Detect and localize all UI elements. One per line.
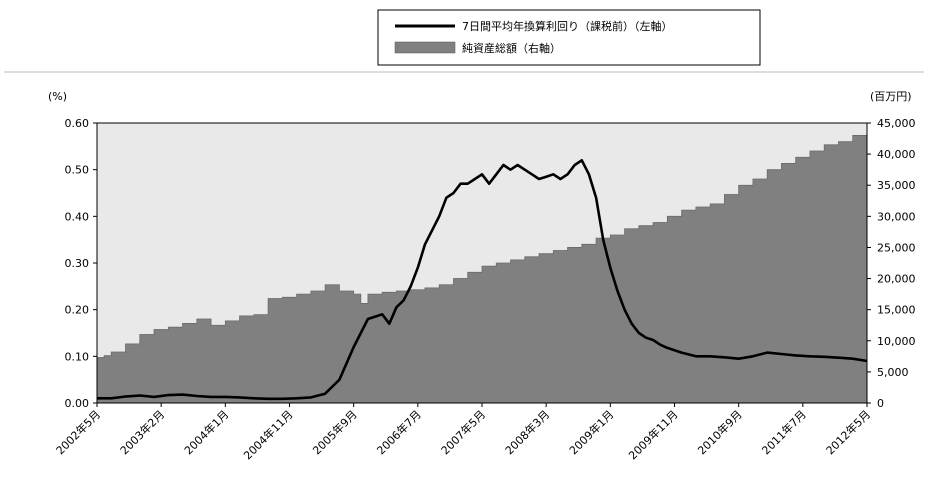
x-tick-label: 2006年7月 <box>374 407 424 457</box>
x-tick-label: 2003年2月 <box>117 407 167 457</box>
x-tick-label: 2011年7月 <box>759 407 809 457</box>
left-tick-label: 0.30 <box>65 257 90 270</box>
right-tick-label: 15,000 <box>877 304 916 317</box>
right-tick-label: 35,000 <box>877 179 916 192</box>
left-tick-label: 0.20 <box>65 304 90 317</box>
assets-area <box>96 132 868 404</box>
x-tick-label: 2004年11月 <box>240 407 295 462</box>
right-axis: 0 5,000 10,000 15,000 20,000 25,000 30,000 35,0… <box>867 117 916 410</box>
left-axis-unit: (%) <box>48 90 67 103</box>
legend-label-assets: 純資産総額（右軸） <box>462 41 561 55</box>
right-tick-label: 5,000 <box>877 366 909 379</box>
legend-frame <box>377 9 761 66</box>
legend-area-swatch <box>394 41 456 54</box>
right-tick-label: 10,000 <box>877 335 916 348</box>
x-axis: 2002年5月 2003年2月 2004年1月 2004年11月 2005年9月 2006… <box>53 403 873 462</box>
left-tick-label: 0.00 <box>65 397 90 410</box>
x-tick-label: 2012年5月 <box>823 407 873 457</box>
yield-line-layer <box>97 159 868 401</box>
x-tick-label: 2005年9月 <box>310 407 360 457</box>
left-tick-label: 0.60 <box>65 117 90 130</box>
right-tick-label: 40,000 <box>877 148 916 161</box>
yield-line <box>97 159 868 401</box>
left-tick-label: 0.10 <box>65 350 90 363</box>
x-tick-label: 2002年5月 <box>53 407 103 457</box>
x-tick-label: 2004年1月 <box>181 407 231 457</box>
assets-area-layer <box>96 132 868 404</box>
right-axis-unit: (百万円) <box>870 90 912 103</box>
left-tick-label: 0.40 <box>65 210 90 223</box>
x-tick-label: 2008年3月 <box>502 407 552 457</box>
right-tick-label: 20,000 <box>877 273 916 286</box>
right-tick-label: 45,000 <box>877 117 916 130</box>
legend: 7日間平均年換算利回り（課税前）（左軸） 純資産総額（右軸） <box>377 9 761 66</box>
right-tick-label: 0 <box>877 397 884 410</box>
x-tick-label: 2010年9月 <box>695 407 745 457</box>
left-tick-label: 0.50 <box>65 164 90 177</box>
right-tick-label: 25,000 <box>877 241 916 254</box>
x-tick-label: 2009年11月 <box>625 407 680 462</box>
right-tick-label: 30,000 <box>877 210 916 223</box>
x-tick-label: 2009年1月 <box>566 407 616 457</box>
legend-label-yield: 7日間平均年換算利回り（課税前）（左軸） <box>462 19 673 33</box>
x-tick-label: 2007年5月 <box>438 407 488 457</box>
left-axis: 0.00 0.10 0.20 0.30 0.40 0.50 0.60 <box>65 117 97 410</box>
